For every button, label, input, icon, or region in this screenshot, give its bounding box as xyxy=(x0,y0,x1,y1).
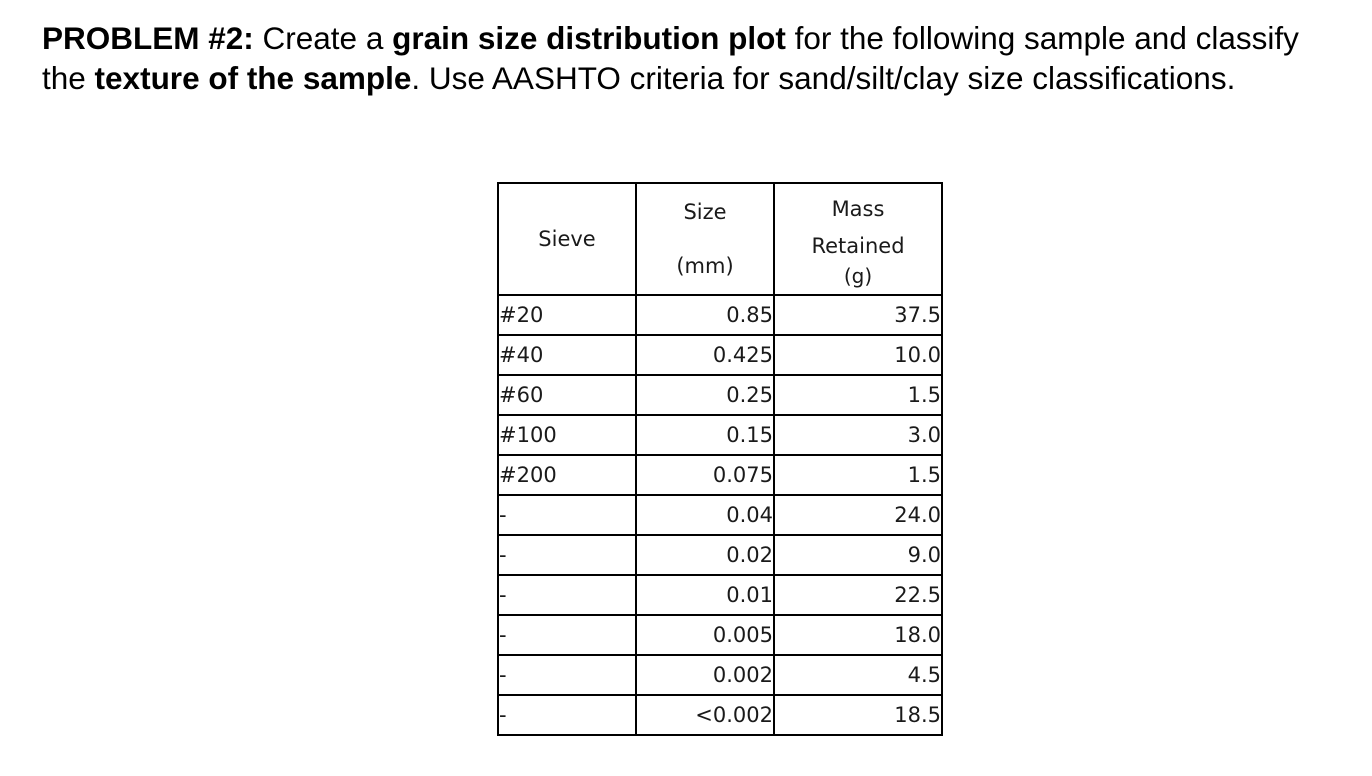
sieve-data-table: Sieve Size (mm) Mass Retained (g) #20 0.8… xyxy=(497,182,943,736)
table-row: #60 0.25 1.5 xyxy=(497,374,943,416)
mass-cell: 37.5 xyxy=(773,294,943,336)
header-sieve-label: Sieve xyxy=(538,226,596,251)
mass-cell: 1.5 xyxy=(773,374,943,416)
table-row: -0.04 24.0 xyxy=(497,494,943,536)
mass-cell: 18.5 xyxy=(773,694,943,736)
mass-cell: 9.0 xyxy=(773,534,943,576)
problem-text-2: for the following sample and classify th… xyxy=(42,20,1299,96)
table-header-row: Sieve Size (mm) Mass Retained (g) xyxy=(497,182,943,296)
size-cell: 0.02 xyxy=(635,534,775,576)
size-cell: 0.04 xyxy=(635,494,775,536)
mass-cell: 4.5 xyxy=(773,654,943,696)
table-row: -0.01 22.5 xyxy=(497,574,943,616)
size-cell: 0.005 xyxy=(635,614,775,656)
mass-cell: 22.5 xyxy=(773,574,943,616)
header-mass-line2: Retained xyxy=(811,234,905,258)
header-size-line2: (mm) xyxy=(676,253,734,278)
table-row: #200 0.075 1.5 xyxy=(497,454,943,496)
table-row: -0.005 18.0 xyxy=(497,614,943,656)
sieve-cell: - xyxy=(497,654,637,696)
size-cell: 0.15 xyxy=(635,414,775,456)
table-row: -0.002 4.5 xyxy=(497,654,943,696)
problem-text-1: Create a xyxy=(253,20,393,56)
mass-cell: 18.0 xyxy=(773,614,943,656)
sieve-cell: - xyxy=(497,494,637,536)
sieve-cell: - xyxy=(497,534,637,576)
size-cell: 0.01 xyxy=(635,574,775,616)
problem-bold-texture: texture of the sample xyxy=(94,60,412,96)
mass-cell: 24.0 xyxy=(773,494,943,536)
sieve-cell: - xyxy=(497,614,637,656)
size-cell: 0.25 xyxy=(635,374,775,416)
table-row: #20 0.85 37.5 xyxy=(497,294,943,336)
mass-cell: 1.5 xyxy=(773,454,943,496)
problem-statement: PROBLEM #2: Create a grain size distribu… xyxy=(42,18,1342,98)
header-mass-line3: (g) xyxy=(843,264,873,288)
mass-cell: 10.0 xyxy=(773,334,943,376)
sieve-cell: - xyxy=(497,694,637,736)
table-row: #40 0.425 10.0 xyxy=(497,334,943,376)
header-mass: Mass Retained (g) xyxy=(773,182,943,296)
table-row: - <0.002 18.5 xyxy=(497,694,943,736)
sieve-cell: #40 xyxy=(497,334,637,376)
problem-label: PROBLEM #2: xyxy=(42,20,254,56)
sieve-cell: #200 xyxy=(497,454,637,496)
header-size: Size (mm) xyxy=(635,182,775,296)
size-cell: 0.425 xyxy=(635,334,775,376)
mass-cell: 3.0 xyxy=(773,414,943,456)
problem-bold-plot: grain size distribution plot xyxy=(392,20,786,56)
sieve-cell: - xyxy=(497,574,637,616)
size-cell: 0.075 xyxy=(635,454,775,496)
table-body: #20 0.85 37.5 #40 0.425 10.0 #60 0.25 1.5 #100 0.1… xyxy=(497,294,943,736)
sieve-cell: #100 xyxy=(497,414,637,456)
header-mass-line1: Mass xyxy=(831,197,885,221)
header-size-line1: Size xyxy=(683,199,727,224)
size-cell: <0.002 xyxy=(635,694,775,736)
problem-text-3: . Use AASHTO criteria for sand/silt/clay… xyxy=(411,60,1236,96)
table-row: #100 0.15 3.0 xyxy=(497,414,943,456)
header-sieve: Sieve xyxy=(497,182,637,296)
table-row: -0.02 9.0 xyxy=(497,534,943,576)
sieve-cell: #60 xyxy=(497,374,637,416)
size-cell: 0.85 xyxy=(635,294,775,336)
size-cell: 0.002 xyxy=(635,654,775,696)
sieve-cell: #20 xyxy=(497,294,637,336)
